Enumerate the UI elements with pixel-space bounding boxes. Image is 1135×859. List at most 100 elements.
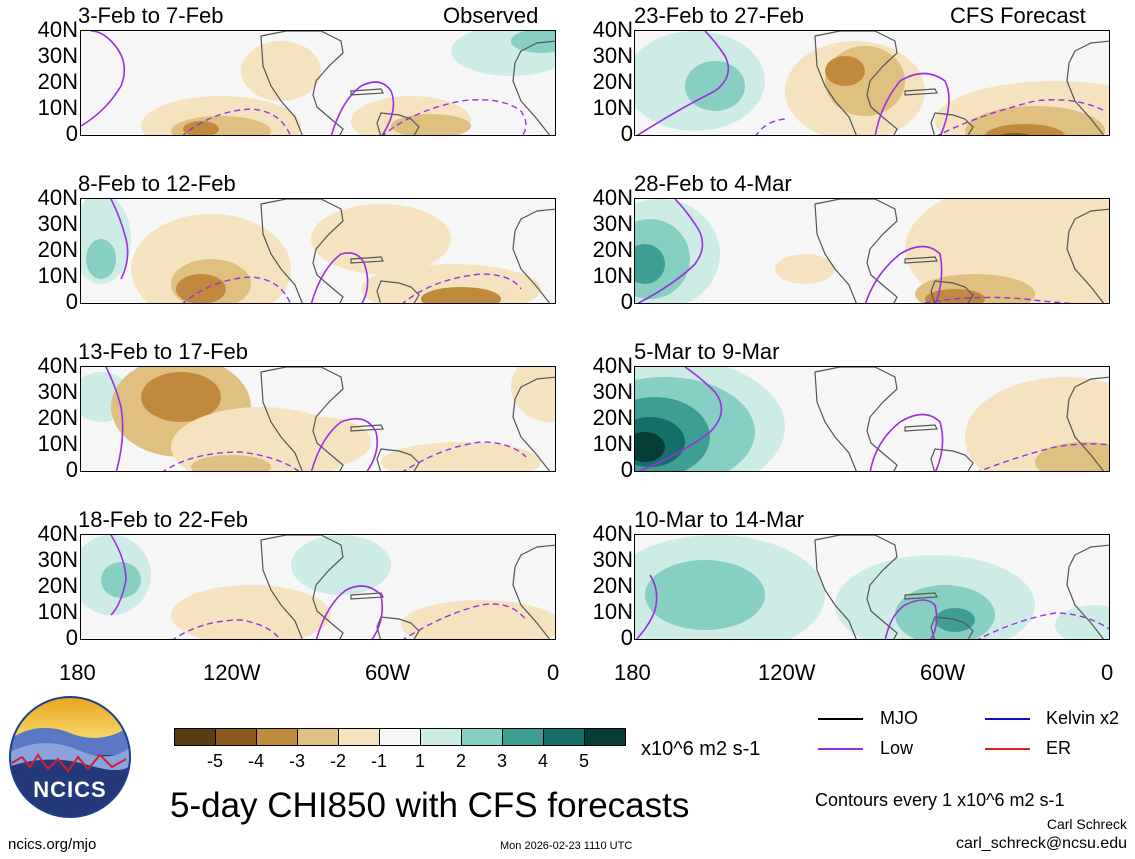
anomaly-shading <box>635 244 665 284</box>
low-contour-dashed <box>937 99 1106 135</box>
panel-title: 10-Mar to 14-Mar <box>634 507 804 532</box>
low-contour-dashed <box>382 99 527 135</box>
coastline <box>814 199 898 303</box>
colorbar-swatch <box>461 728 503 746</box>
low-contour <box>110 535 127 616</box>
legend-label-er: ER <box>1046 738 1072 758</box>
legend-label-kelvin: Kelvin x2 <box>1046 708 1120 728</box>
anomaly-shading <box>191 455 271 471</box>
lat-label: 10N <box>37 263 78 288</box>
map-canvas <box>635 535 1109 639</box>
lon-label: 0 <box>1101 660 1114 685</box>
contour-note: Contours every 1 x10^6 m2 s-1 <box>815 790 1065 810</box>
low-contour <box>110 199 129 280</box>
low-contour <box>81 31 126 127</box>
anomaly-shading <box>421 287 501 303</box>
anomaly-shading <box>825 56 865 86</box>
low-contour <box>310 252 369 303</box>
website-link[interactable]: ncics.org/mjo <box>8 836 97 853</box>
panel-tag: Observed <box>443 3 539 28</box>
lat-label: 40N <box>37 521 78 546</box>
low-contour-dashed <box>402 273 522 303</box>
lat-label: 40N <box>37 185 78 210</box>
map-panel-observed-4 <box>80 534 556 640</box>
timestamp: Mon 2026-02-23 1110 UTC <box>500 840 633 852</box>
coastline <box>350 88 384 96</box>
coastline <box>260 199 344 303</box>
anomaly-shading <box>511 367 555 422</box>
lon-label: 0 <box>547 660 560 685</box>
coastline <box>1066 40 1109 135</box>
ncics-logo: NCICS <box>8 695 132 819</box>
map-panel-forecast-2 <box>634 198 1110 304</box>
lat-label: 0 <box>65 121 78 146</box>
anomaly-shading <box>511 31 555 53</box>
panel-title: 28-Feb to 4-Mar <box>634 171 792 196</box>
low-contour-dashed <box>402 603 527 639</box>
anomaly-shading <box>183 121 219 135</box>
coastline <box>376 280 420 303</box>
coastline <box>904 88 938 96</box>
legend-label-low: Low <box>880 738 914 758</box>
low-contour-dashed <box>978 443 1109 471</box>
coastline <box>376 112 420 135</box>
legend-line-er <box>985 748 1030 750</box>
coastline <box>904 424 938 432</box>
map-panel-forecast-4 <box>634 534 1110 640</box>
low-contour-dashed <box>977 612 1109 639</box>
anomaly-shading <box>311 204 451 274</box>
panel-title: 3-Feb to 7-Feb <box>78 3 224 28</box>
lat-label: 10N <box>592 95 633 120</box>
lat-label: 10N <box>592 263 633 288</box>
coastline <box>814 535 898 639</box>
colorbar-swatch <box>174 728 216 746</box>
author-name: Carl Schreck <box>1046 816 1127 832</box>
low-contour <box>105 367 124 471</box>
map-canvas <box>635 367 1109 471</box>
colorbar-swatch <box>338 728 380 746</box>
lon-label: 60W <box>365 660 411 685</box>
colorbar-swatch <box>379 728 421 746</box>
colorbar-label: 5 <box>578 751 589 771</box>
anomaly-shading <box>86 239 116 279</box>
lat-label: 40N <box>592 353 633 378</box>
lat-label: 0 <box>65 289 78 314</box>
colorbar-swatch <box>297 728 339 746</box>
coastline <box>930 112 974 135</box>
lat-label: 0 <box>620 457 633 482</box>
map-canvas <box>81 367 555 471</box>
lon-label: 120W <box>758 660 816 685</box>
lat-label: 30N <box>592 547 633 572</box>
low-contour-dashed <box>921 296 1076 303</box>
colorbar-label: 2 <box>455 751 466 771</box>
legend-line-kelvin <box>985 718 1030 720</box>
coastline <box>350 592 384 600</box>
low-contour-dashed <box>172 619 281 639</box>
lat-label: 40N <box>592 17 633 42</box>
lat-label: 40N <box>592 185 633 210</box>
lat-label: 30N <box>37 379 78 404</box>
anomaly-shading <box>1000 133 1030 135</box>
legend-line-low <box>818 748 863 750</box>
colorbar-label: -1 <box>370 751 387 771</box>
anomaly-shading <box>241 41 321 101</box>
colorbar-label: 3 <box>496 751 507 771</box>
map-canvas <box>635 31 1109 135</box>
panel-title: 5-Mar to 9-Mar <box>634 339 780 364</box>
lat-label: 40N <box>37 17 78 42</box>
anomaly-shading <box>985 124 1065 135</box>
coastline <box>904 592 938 600</box>
map-panel-observed-2 <box>80 198 556 304</box>
coastline <box>814 31 898 135</box>
coastline <box>930 280 974 303</box>
lat-label: 30N <box>592 379 633 404</box>
anomaly-shading <box>645 560 765 630</box>
low-contour <box>864 245 943 303</box>
coastline <box>350 256 384 264</box>
panel-title: 18-Feb to 22-Feb <box>78 507 248 532</box>
lat-label: 20N <box>37 69 78 94</box>
lat-label: 20N <box>592 573 633 598</box>
coastline <box>260 31 344 135</box>
low-contour-dashed <box>162 451 300 471</box>
colorbar-swatch <box>543 728 585 746</box>
